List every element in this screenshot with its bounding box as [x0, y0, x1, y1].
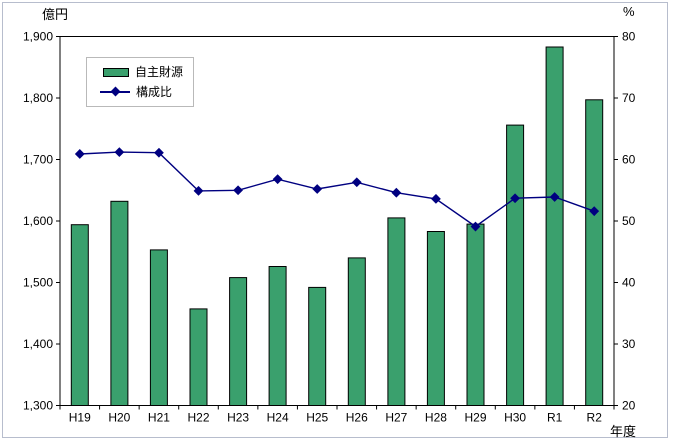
x-axis-title: 年度 [610, 424, 637, 439]
right-axis-tick-label-70: 70 [622, 91, 636, 105]
bar-H20 [110, 200, 129, 406]
bar-H22 [189, 308, 208, 406]
marker-H27 [391, 187, 402, 198]
diamond-marker-icon [110, 86, 121, 97]
line-series-swatch-icon [100, 86, 130, 97]
marker-H22 [193, 185, 204, 196]
left-axis-tick-label-1400: 1,400 [23, 337, 53, 351]
bar-H25 [308, 286, 327, 406]
left-axis-tick-label-1900: 1,900 [23, 30, 53, 44]
left-axis-tick-label-1700: 1,700 [23, 153, 53, 167]
bar-H27 [387, 217, 406, 406]
left-axis-tick-label-1500: 1,500 [23, 276, 53, 290]
category-label-H25: H25 [306, 411, 328, 425]
bar-H28 [426, 231, 445, 406]
legend-label-line-series: 構成比 [136, 85, 173, 99]
right-axis-tick-label-50: 50 [622, 214, 636, 228]
marker-H23 [233, 185, 243, 196]
legend-item-bar-series: 自主財源 [100, 66, 193, 78]
marker-H30 [510, 193, 520, 204]
right-axis-unit-label: % [623, 4, 635, 19]
left-axis-tick-label-1600: 1,600 [23, 214, 53, 228]
right-axis-tick-label-40: 40 [622, 276, 636, 290]
right-axis-tick-label-80: 80 [622, 30, 636, 44]
right-axis-tick-label-20: 20 [622, 399, 636, 413]
marker-H21 [154, 147, 164, 158]
marker-H28 [431, 193, 441, 204]
left-axis-unit-label: 億円 [42, 7, 69, 22]
legend: 自主財源 構成比 [86, 57, 194, 107]
left-axis-tick-label-1300: 1,300 [23, 399, 53, 413]
bar-H29 [466, 223, 485, 406]
category-label-R2: R2 [587, 411, 603, 425]
bar-H23 [229, 277, 248, 407]
legend-label-bar-series: 自主財源 [135, 65, 184, 79]
bar-R1 [545, 46, 564, 406]
marker-H26 [351, 177, 362, 188]
bar-R2 [585, 99, 604, 407]
category-label-H29: H29 [464, 411, 486, 425]
right-axis-tick-label-60: 60 [622, 153, 636, 167]
category-label-H27: H27 [385, 411, 407, 425]
category-label-H26: H26 [346, 411, 368, 425]
category-label-H24: H24 [267, 411, 289, 425]
category-label-H21: H21 [148, 411, 170, 425]
legend-item-line-series: 構成比 [100, 86, 193, 98]
bar-H19 [70, 224, 89, 406]
left-axis-tick-label-1800: 1,800 [23, 91, 53, 105]
category-label-H23: H23 [227, 411, 249, 425]
category-label-H28: H28 [425, 411, 447, 425]
category-label-R1: R1 [547, 411, 563, 425]
marker-H19 [74, 149, 85, 159]
marker-H20 [114, 147, 125, 158]
right-axis-tick-label-30: 30 [622, 337, 636, 351]
marker-R1 [549, 192, 560, 202]
category-label-H22: H22 [187, 411, 209, 425]
bar-H21 [149, 249, 168, 406]
bar-H30 [506, 124, 525, 406]
category-label-H30: H30 [504, 411, 526, 425]
marker-H24 [272, 174, 283, 185]
composition-ratio-line [79, 151, 595, 228]
category-label-H19: H19 [69, 411, 91, 425]
marker-H29 [470, 221, 481, 232]
marker-H25 [312, 184, 323, 194]
marker-R2 [589, 206, 600, 217]
bar-series-swatch-icon [103, 67, 129, 77]
category-label-H20: H20 [108, 411, 130, 425]
bar-H26 [347, 257, 366, 406]
bar-H24 [268, 266, 287, 406]
